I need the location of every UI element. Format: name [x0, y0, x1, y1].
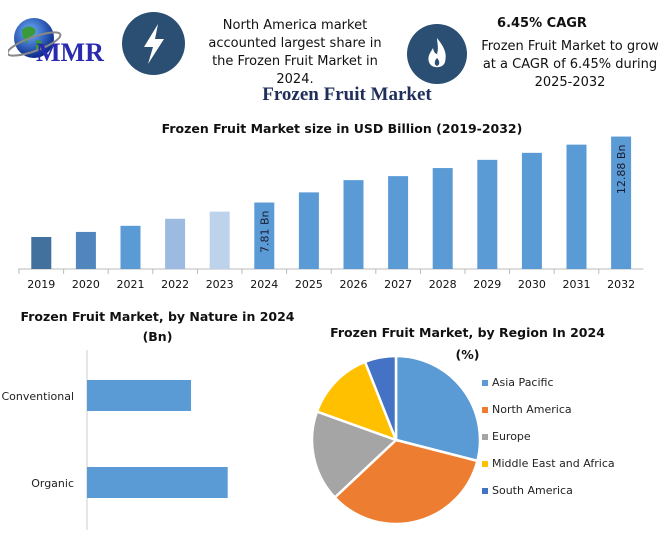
bar-2024 — [254, 202, 275, 269]
x-tick-label: 2028 — [429, 278, 457, 291]
lightning-bolt-icon — [122, 12, 185, 75]
legend-swatch — [482, 461, 488, 467]
bar-2026 — [343, 180, 364, 269]
x-tick-label: 2024 — [250, 278, 278, 291]
bar-2022 — [165, 218, 186, 269]
cagr-text: Frozen Fruit Market to grow at a CAGR of… — [481, 39, 659, 90]
highlight-north-america: North America market accounted largest s… — [208, 18, 382, 87]
data-label: 12.88 Bn — [615, 145, 628, 195]
bar-organic — [87, 467, 228, 498]
legend-label: Middle East and Africa — [492, 457, 615, 470]
data-label: 7.81 Bn — [258, 211, 271, 254]
region-pie-chart: Asia Pacific North America Europe Middle Ea… — [310, 354, 615, 526]
bar-2020 — [75, 231, 96, 269]
pie-slice-north-america — [332, 438, 479, 526]
x-tick-label: 2022 — [161, 278, 189, 291]
pie-slice-south-america — [363, 354, 398, 441]
bar-2019 — [31, 236, 52, 269]
bar-conventional — [87, 380, 192, 411]
x-tick-label: 2027 — [384, 278, 412, 291]
x-tick-label: 2021 — [117, 278, 145, 291]
x-tick-label: 2031 — [563, 278, 591, 291]
bar-2023 — [209, 211, 230, 269]
region-chart-title: Frozen Fruit Market, by Region In 2024 (… — [330, 325, 605, 362]
legend-swatch — [482, 380, 488, 386]
legend-label: Europe — [492, 430, 531, 443]
legend-label: North America — [492, 403, 572, 416]
page-title: Frozen Fruit Market — [262, 84, 432, 105]
category-label: Organic — [31, 477, 74, 490]
pie-slice-asia-pacific — [394, 354, 482, 463]
x-tick-label: 2032 — [607, 278, 635, 291]
legend-label: Asia Pacific — [492, 376, 554, 389]
size-chart-title: Frozen Fruit Market size in USD Billion … — [161, 121, 523, 136]
bar-2031 — [566, 144, 587, 269]
nature-bar-chart: Conventional Organic — [2, 350, 228, 530]
bar-2027 — [388, 176, 409, 269]
bar-2028 — [432, 168, 453, 269]
globe-icon — [6, 18, 62, 58]
market-size-bar-chart: 2019 2020 2021 2022 2023 2024 7.81 Bn 2025 2026 2… — [18, 136, 644, 291]
bar-2030 — [521, 152, 542, 269]
nature-chart-title: Frozen Fruit Market, by Nature in 2024 (… — [20, 309, 295, 344]
legend-swatch — [482, 407, 488, 413]
bar-2025 — [298, 192, 319, 269]
flame-icon — [407, 24, 467, 84]
legend-swatch — [482, 434, 488, 440]
pie-slice-middle-east-and-africa — [315, 360, 399, 443]
legend-label: South America — [492, 484, 573, 497]
cagr-title: 6.45% CAGR — [497, 16, 587, 31]
x-tick-label: 2023 — [206, 278, 234, 291]
x-tick-label: 2026 — [340, 278, 368, 291]
bar-2029 — [477, 159, 498, 269]
x-tick-label: 2025 — [295, 278, 323, 291]
category-label: Conventional — [2, 390, 75, 403]
bar-2032 — [611, 136, 632, 269]
x-tick-label: 2020 — [72, 278, 100, 291]
x-tick-label: 2030 — [518, 278, 546, 291]
logo-text: MMR — [36, 38, 104, 67]
legend-swatch — [482, 488, 488, 494]
x-tick-label: 2029 — [473, 278, 501, 291]
mmr-logo: MMR — [6, 14, 118, 74]
bar-2021 — [120, 225, 141, 269]
x-tick-label: 2019 — [27, 278, 55, 291]
